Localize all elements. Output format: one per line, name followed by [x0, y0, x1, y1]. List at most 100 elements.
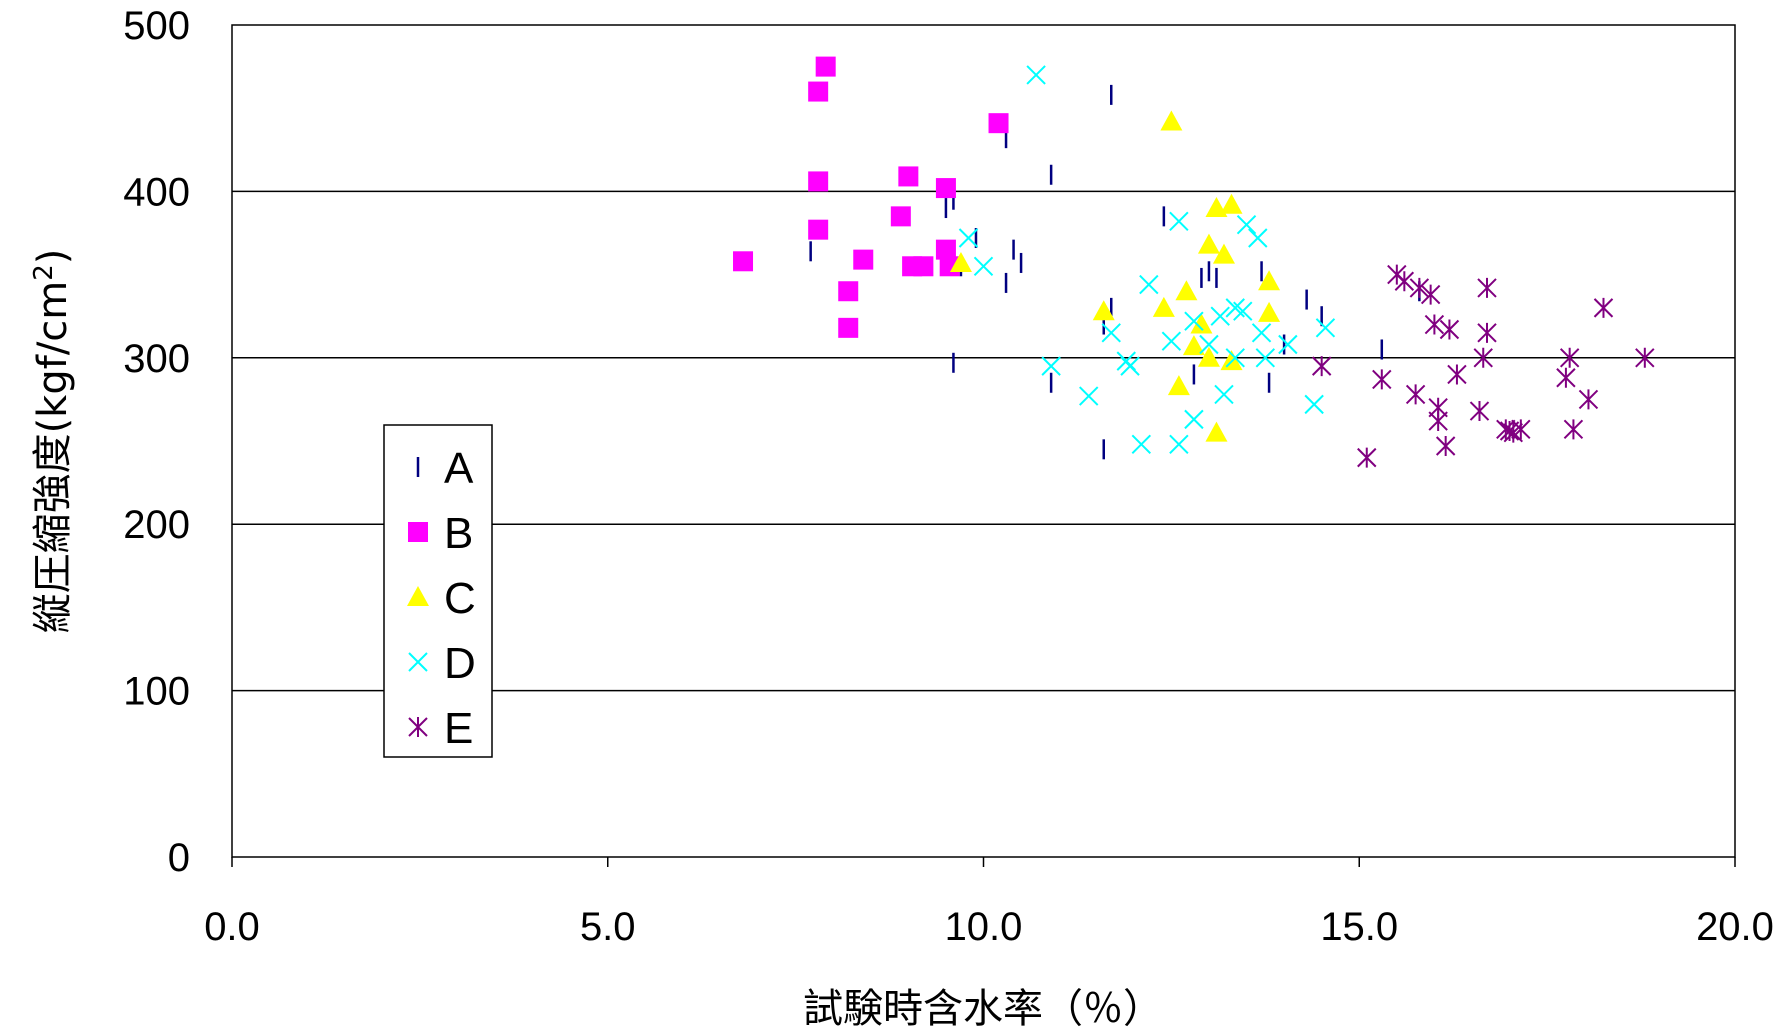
data-point	[1424, 314, 1445, 335]
data-point	[1205, 421, 1228, 442]
data-point	[1101, 323, 1121, 343]
x-tick-label: 15.0	[1320, 905, 1398, 949]
data-point	[1439, 319, 1460, 340]
data-point	[733, 251, 754, 272]
data-point	[1278, 334, 1298, 355]
data-point	[1477, 277, 1497, 298]
data-point	[988, 113, 1009, 134]
data-point	[1251, 323, 1272, 343]
y-tick-label: 100	[123, 670, 190, 714]
x-axis-ticks: 0.0 5.0 10.0 15.0 20.0	[204, 857, 1774, 949]
data-point	[1593, 297, 1614, 318]
data-point	[1559, 347, 1580, 368]
data-point	[1041, 356, 1061, 376]
x-tick-label: 0.0	[204, 905, 260, 949]
data-point	[1182, 335, 1205, 356]
data-point	[1152, 296, 1175, 317]
data-point	[1405, 384, 1426, 405]
data-point	[1578, 389, 1599, 410]
data-point	[1304, 394, 1324, 415]
data-point	[1409, 277, 1430, 298]
data-point	[1255, 348, 1276, 368]
data-point	[1184, 311, 1204, 331]
data-point	[1233, 301, 1253, 321]
legend-item-b: B	[408, 509, 473, 558]
data-point	[1372, 369, 1392, 390]
legend-item-e: E	[408, 704, 473, 753]
data-point	[838, 281, 859, 302]
data-point	[1258, 301, 1281, 322]
data-point	[1214, 384, 1234, 405]
data-point	[1477, 322, 1497, 343]
legend-marker-b	[408, 522, 428, 542]
series-e	[1311, 264, 1655, 468]
y-axis-title-superscript: 2	[29, 264, 59, 281]
data-point	[1258, 270, 1281, 291]
y-tick-label: 400	[123, 170, 190, 214]
data-point	[1169, 434, 1189, 455]
data-point	[1473, 347, 1493, 368]
legend-marker-d	[408, 652, 428, 672]
x-tick-label: 10.0	[945, 905, 1023, 949]
data-point	[1139, 274, 1159, 295]
data-point	[973, 256, 994, 276]
y-axis-title-main: 縦圧縮強度(kgf/cm	[30, 281, 76, 634]
legend-item-c: C	[407, 574, 476, 623]
data-point	[808, 219, 829, 240]
data-point	[1248, 228, 1268, 248]
data-point	[1635, 347, 1655, 368]
data-point	[1210, 306, 1230, 326]
data-point	[1220, 193, 1243, 214]
data-point	[815, 56, 836, 77]
legend-box	[383, 424, 493, 758]
legend-marker-e	[408, 717, 428, 737]
data-point	[1079, 386, 1099, 406]
data-point	[890, 206, 911, 227]
data-point	[1435, 435, 1456, 456]
data-point	[1315, 318, 1336, 338]
data-point	[913, 256, 934, 277]
data-point	[898, 166, 919, 187]
data-point	[1236, 214, 1257, 235]
legend-label: A	[444, 444, 474, 493]
data-point	[1175, 280, 1198, 301]
x-tick-label: 5.0	[580, 905, 636, 949]
y-axis-ticks: 0 100 200 300 400 500	[123, 4, 190, 880]
y-tick-label: 0	[168, 836, 190, 880]
data-point	[1311, 356, 1332, 377]
data-point	[1190, 313, 1213, 334]
data-point	[935, 239, 956, 260]
series-d	[958, 65, 1336, 455]
data-point	[1511, 419, 1531, 440]
data-point	[1225, 348, 1245, 368]
data-point	[1447, 364, 1467, 385]
data-point	[1197, 346, 1220, 367]
data-point	[1420, 284, 1441, 305]
data-point	[1563, 419, 1584, 440]
data-point	[838, 317, 859, 338]
y-tick-label: 200	[123, 503, 190, 547]
series-a	[809, 84, 1421, 460]
data-point	[853, 249, 874, 270]
data-point	[1220, 350, 1243, 371]
y-tick-label: 500	[123, 4, 190, 48]
data-point	[1131, 434, 1152, 455]
legend-item-a: A	[416, 444, 474, 493]
data-point	[1169, 211, 1189, 232]
data-point	[1469, 401, 1490, 422]
data-points	[733, 56, 1655, 468]
x-tick-label: 20.0	[1696, 905, 1774, 949]
x-axis-title: 試験時含水率（％）	[803, 986, 1163, 1030]
data-point	[1092, 300, 1115, 321]
data-point	[1167, 375, 1190, 396]
series-b	[733, 56, 1009, 338]
legend-label: D	[444, 639, 476, 688]
legend-item-d: D	[408, 639, 476, 688]
data-point	[1160, 110, 1183, 131]
data-point	[949, 251, 972, 272]
data-point	[808, 81, 829, 102]
data-point	[1026, 65, 1046, 85]
